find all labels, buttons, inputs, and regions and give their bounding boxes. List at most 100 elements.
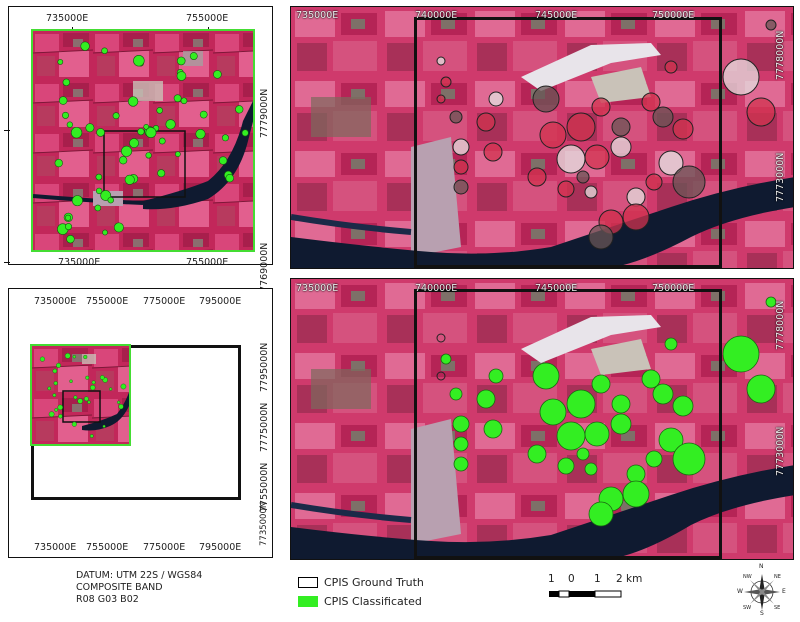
pivot-circle — [56, 362, 62, 368]
pivot-circle — [645, 450, 663, 468]
pivot-circle — [576, 170, 590, 184]
pivot-circle — [85, 375, 90, 380]
compass-n: N — [759, 563, 764, 570]
pivot-circle — [452, 415, 470, 433]
pivot-circle — [158, 137, 166, 145]
pivot-circle — [117, 400, 121, 404]
pivot-circle — [591, 97, 611, 117]
pivot-circle — [672, 395, 694, 417]
pivot-circle — [539, 121, 567, 149]
x-label: 735000E — [296, 10, 339, 21]
pivot-circle — [54, 158, 63, 168]
composite-text: COMPOSITE BAND — [76, 582, 163, 593]
pivot-circle — [72, 355, 77, 359]
pivot-circle — [532, 362, 560, 390]
datum-text: DATUM: UTM 22S / WGS84 — [76, 570, 203, 581]
pivot-circle — [765, 296, 777, 308]
pivot-circle — [658, 150, 684, 176]
pivot-circle — [84, 396, 89, 402]
x-label-bottom: 755000E — [186, 257, 229, 268]
x-label: 740000E — [415, 283, 458, 294]
y-label: 7778000N — [775, 300, 786, 350]
y-label: 7779000N — [259, 88, 270, 138]
pivot-circle — [672, 118, 694, 140]
pivot-circle — [107, 196, 114, 204]
pivot-circle — [436, 94, 446, 104]
pivot-circle — [83, 354, 88, 360]
pivot-circle — [73, 395, 78, 400]
pivot-circle — [112, 112, 120, 120]
pivot-circle — [722, 58, 760, 96]
scale-bar: 1 0 1 2 km — [548, 573, 648, 603]
x-label-top: 735000E — [46, 13, 89, 24]
pivot-circle — [652, 106, 674, 128]
pivot-circle — [664, 337, 678, 351]
pivot-circle — [71, 421, 77, 427]
pivot-circle — [101, 47, 108, 55]
pivot-circle — [53, 381, 58, 386]
pivot-circle — [165, 119, 176, 130]
pivot-circle — [488, 368, 504, 384]
classified-swatch — [298, 595, 318, 607]
pivot-circle — [235, 105, 244, 114]
pivot-circle — [527, 167, 547, 187]
pivot-circle — [52, 368, 58, 374]
pivot-circle — [199, 110, 208, 119]
pivot-circle — [610, 136, 632, 158]
y-label: 7735000N — [259, 501, 269, 546]
pivot-circle — [610, 413, 632, 435]
map-info: DATUM: UTM 22S / WGS84 COMPOSITE BAND R0… — [76, 570, 202, 606]
study-area-box — [414, 289, 722, 559]
x-label: 775000E — [143, 296, 186, 307]
pivot-circle — [611, 117, 631, 137]
pivot-circle — [87, 400, 91, 404]
pivot-circle — [91, 380, 96, 385]
ground-truth-map — [290, 6, 794, 269]
pivot-circle — [584, 144, 610, 170]
pivot-circle — [70, 126, 83, 139]
pivot-circle — [39, 356, 45, 362]
x-label: 735000E — [34, 542, 77, 553]
pivot-circle — [189, 52, 198, 60]
pivot-circle — [476, 112, 496, 132]
pivot-circle — [58, 414, 63, 419]
pivot-circle — [180, 97, 188, 105]
pivot-circle — [113, 222, 124, 233]
pivot-circle — [652, 383, 674, 405]
pivot-circle — [90, 384, 96, 391]
pivot-circle — [47, 386, 52, 391]
pivot-circle — [100, 190, 112, 201]
pivot-circle — [85, 123, 95, 133]
pivot-circle — [94, 204, 102, 212]
pivot-circle — [57, 404, 63, 411]
pivot-circle — [157, 169, 166, 178]
ground-truth-swatch — [298, 576, 318, 588]
pivot-circle — [95, 187, 103, 195]
pivot-circle — [145, 152, 152, 159]
pivot-circle — [120, 383, 127, 390]
pivot-circle — [566, 389, 596, 419]
pivot-circle — [436, 333, 446, 343]
pivot-circle — [672, 442, 706, 476]
pivot-circle — [672, 165, 706, 199]
pivot-circle — [584, 421, 610, 447]
pivot-circle — [174, 151, 181, 158]
pivot-circle — [566, 112, 596, 142]
compass-se: SE — [774, 605, 781, 611]
pivot-circle — [453, 456, 469, 472]
pivot-circle — [95, 173, 103, 181]
y-label: 7775000N — [259, 402, 270, 452]
pivot-circle — [102, 229, 108, 236]
x-label: 775000E — [143, 542, 186, 553]
pivot-circle — [133, 54, 145, 67]
pivot-circle — [746, 97, 776, 127]
compass-nw: NW — [743, 574, 752, 580]
pivot-circle — [658, 427, 684, 453]
pivot-circle — [532, 85, 560, 113]
compass-e: E — [782, 588, 786, 595]
pivot-circle — [218, 156, 228, 165]
pivot-circle — [145, 127, 157, 139]
x-label-bottom: 735000E — [58, 257, 101, 268]
x-label: 755000E — [86, 296, 129, 307]
x-label: 750000E — [652, 283, 695, 294]
